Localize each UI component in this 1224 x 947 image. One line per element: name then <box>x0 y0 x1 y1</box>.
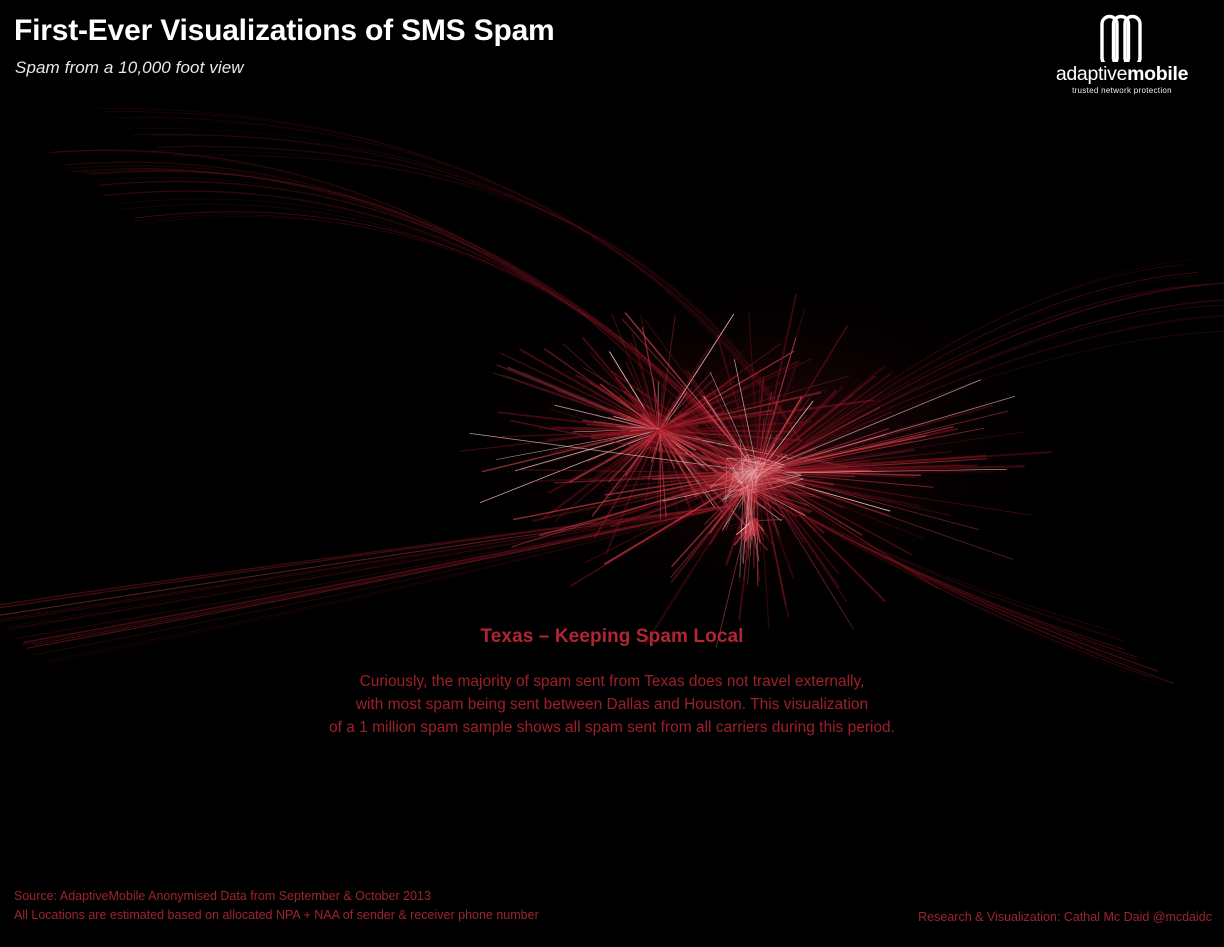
poster-header: First-Ever Visualizations of SMS Spam Sp… <box>0 0 1224 108</box>
footer-source-line: Source: AdaptiveMobile Anonymised Data f… <box>14 889 431 903</box>
logo-word-light: adaptive <box>1055 63 1128 85</box>
page-subtitle: Spam from a 10,000 foot view <box>15 58 244 77</box>
logo-word-bold: mobile <box>1127 63 1189 85</box>
adaptivemobile-logo: adaptivemobile trusted network protectio… <box>1032 10 1212 102</box>
logo-tagline: trusted network protection <box>1072 86 1172 96</box>
caption-line-3: of a 1 million spam sample shows all spa… <box>329 719 895 736</box>
caption-block: Texas – Keeping Spam Local Curiously, th… <box>0 626 1224 739</box>
footer-source-block: Source: AdaptiveMobile Anonymised Data f… <box>14 887 539 925</box>
logo-wordmark: adaptivemobile <box>1032 64 1212 84</box>
footer-note-line: All Locations are estimated based on all… <box>14 908 539 922</box>
caption-body: Curiously, the majority of spam sent fro… <box>0 670 1224 739</box>
caption-title: Texas – Keeping Spam Local <box>480 626 744 647</box>
spam-core-layer <box>679 426 819 588</box>
adaptivemobile-logo-mark-icon <box>1100 14 1142 62</box>
caption-line-1: Curiously, the majority of spam sent fro… <box>359 673 865 690</box>
caption-line-2: with most spam being sent between Dallas… <box>355 696 869 713</box>
page-title: First-Ever Visualizations of SMS Spam <box>14 14 555 47</box>
footer-credit: Research & Visualization: Cathal Mc Daid… <box>918 910 1212 924</box>
